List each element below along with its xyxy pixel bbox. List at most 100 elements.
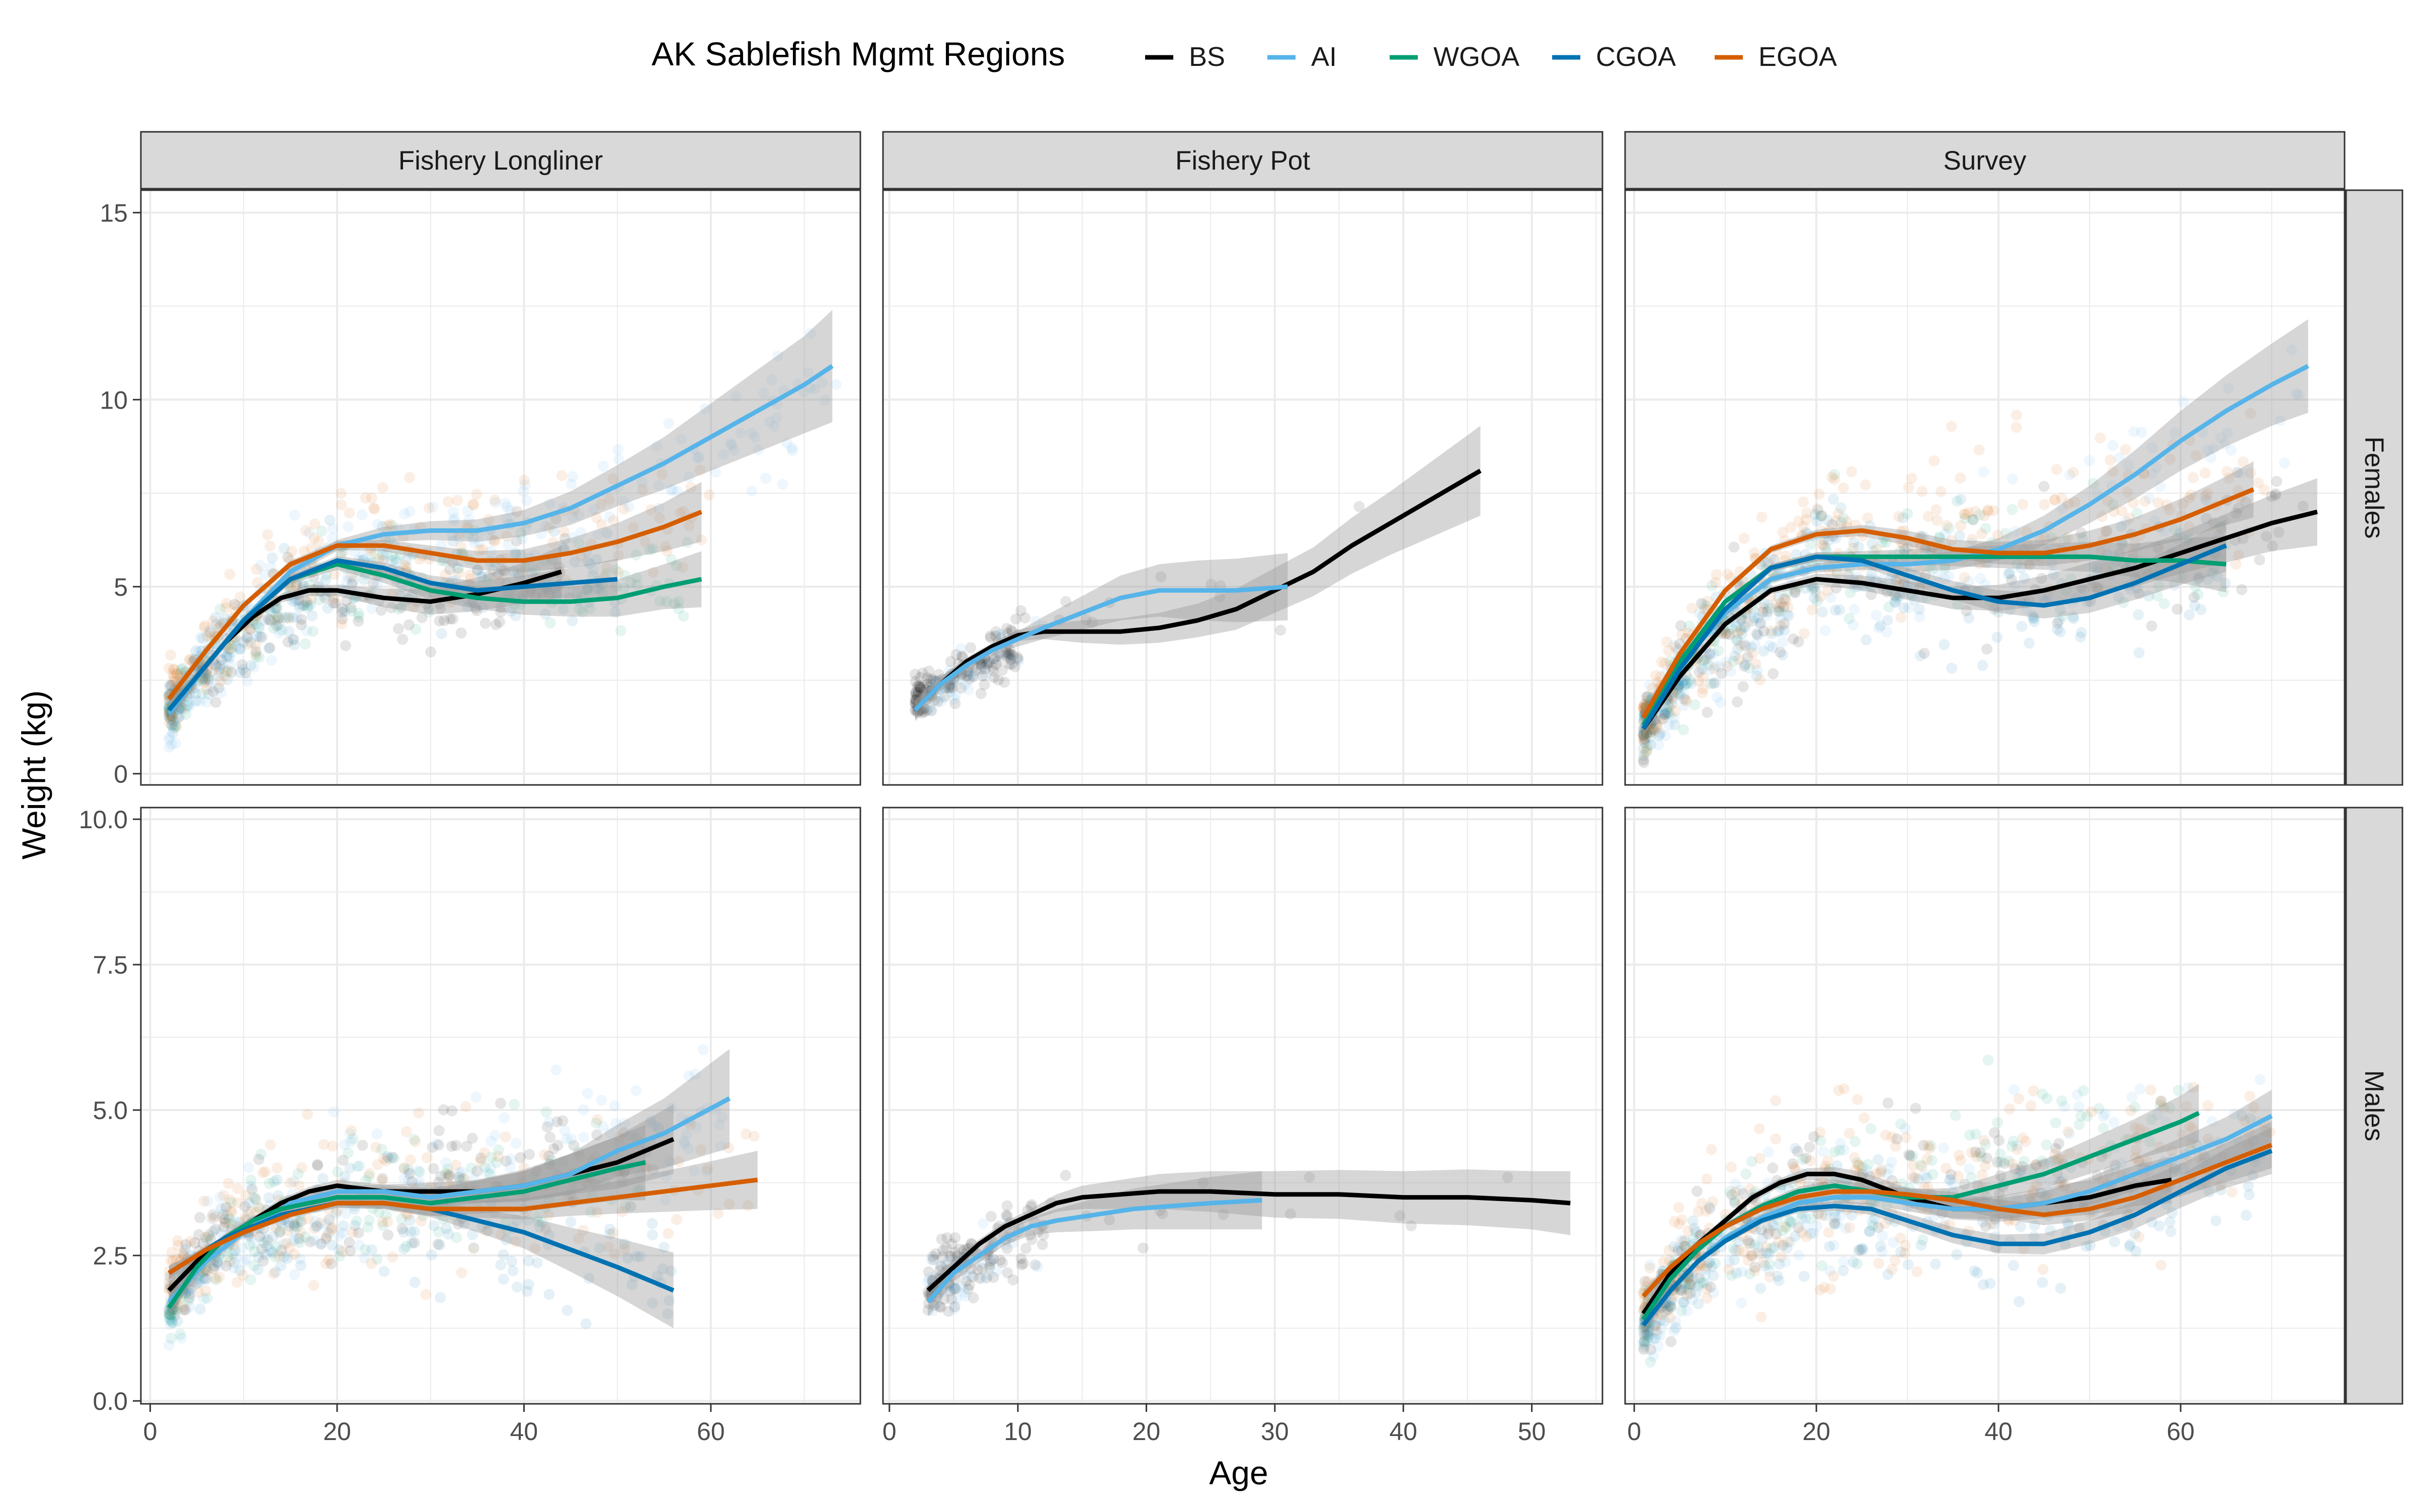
scatter-point [2095,432,2106,444]
scatter-point [1018,1257,1029,1269]
scatter-point [1789,1231,1801,1242]
scatter-point [2045,1225,2056,1236]
scatter-point [1721,627,1733,639]
scatter-point [1914,611,1925,623]
x-tick-label-fishery-pot: 40 [1389,1417,1417,1446]
scatter-point [206,666,218,677]
scatter-point [926,704,937,716]
scatter-point [165,1255,177,1266]
scatter-point [1681,1283,1693,1295]
scatter-point [2178,396,2189,408]
scatter-point [180,1304,191,1315]
scatter-point [1785,1215,1796,1227]
scatter-point [959,679,971,690]
scatter-point [1912,1174,1924,1185]
scatter-point [398,1226,410,1238]
scatter-point [561,1133,573,1145]
scatter-point [223,1177,234,1189]
scatter-point [1816,510,1828,522]
scatter-point [172,1235,183,1246]
scatter-point [1943,571,1955,582]
scatter-point [461,1140,472,1152]
scatter-point [967,1271,979,1283]
scatter-point [450,1159,462,1171]
scatter-point [2103,1205,2114,1216]
scatter-point [1638,1341,1649,1353]
panel-border [140,807,861,1405]
scatter-point [386,520,398,531]
scatter-point [2215,432,2226,443]
scatter-point [1861,1165,1873,1176]
scatter-point [1668,1241,1680,1252]
scatter-point [165,714,177,726]
scatter-point [1849,1165,1861,1176]
panel-background [141,808,860,1404]
scatter-point [480,1225,492,1237]
scatter-point [382,1216,393,1227]
scatter-point [620,1201,631,1213]
scatter-point [2036,1187,2047,1199]
scatter-point [465,573,476,584]
scatter-point [1815,1135,1826,1147]
scatter-point [1645,727,1656,738]
scatter-point [963,684,975,695]
scatter-point [574,1151,586,1162]
scatter-point [1722,660,1733,672]
scatter-point [435,539,447,551]
scatter-point [618,495,629,507]
scatter-point [1934,531,1945,543]
scatter-point [1951,496,1963,507]
scatter-point [994,1254,1006,1266]
scatter-point [267,1231,279,1242]
scatter-point [2120,444,2131,455]
scatter-point [1945,1174,1956,1185]
scatter-point [1810,586,1821,597]
scatter-point [601,562,613,574]
scatter-point [378,1153,389,1164]
scatter-point [1638,727,1650,739]
scatter-point [601,528,613,539]
scatter-point [471,1165,483,1177]
scatter-point [1837,1265,1849,1277]
scatter-point [185,1236,196,1247]
scatter-point [1658,1256,1669,1267]
scatter-point [1889,590,1901,601]
scatter-point [1829,1218,1840,1230]
scatter-point [771,412,783,424]
scatter-point [1941,520,1953,531]
scatter-point [1012,652,1023,663]
scatter-point [200,1285,211,1297]
facet-strip-label-fishery-longliner: Fishery Longliner [398,146,603,176]
scatter-point [1679,1241,1691,1252]
scatter-point [647,1218,658,1229]
scatter-point [2146,1217,2157,1228]
confidence-band-ai [915,553,1288,722]
scatter-point [1731,1267,1742,1279]
scatter-point [557,603,569,615]
scatter-point [271,1162,283,1174]
scatter-point [164,1271,176,1283]
scatter-point [167,668,179,679]
scatter-point [273,1190,284,1202]
scatter-point [288,1249,300,1260]
scatter-point [2237,456,2249,468]
scatter-point [946,1293,957,1305]
scatter-point [219,1217,231,1228]
scatter-point [1749,1239,1760,1250]
scatter-point [1693,1298,1704,1310]
scatter-point [377,554,389,566]
scatter-point [1638,1344,1650,1356]
scatter-point [174,710,186,722]
scatter-point [1934,533,1945,544]
scatter-point [518,486,529,497]
scatter-point [930,1248,941,1259]
scatter-point [934,1259,946,1271]
scatter-point [532,1216,544,1227]
scatter-point [2200,490,2211,502]
scatter-point [343,521,354,532]
scatter-point [804,328,816,339]
scatter-point [486,1152,497,1163]
scatter-point [1800,1221,1812,1233]
scatter-point [2054,626,2066,638]
